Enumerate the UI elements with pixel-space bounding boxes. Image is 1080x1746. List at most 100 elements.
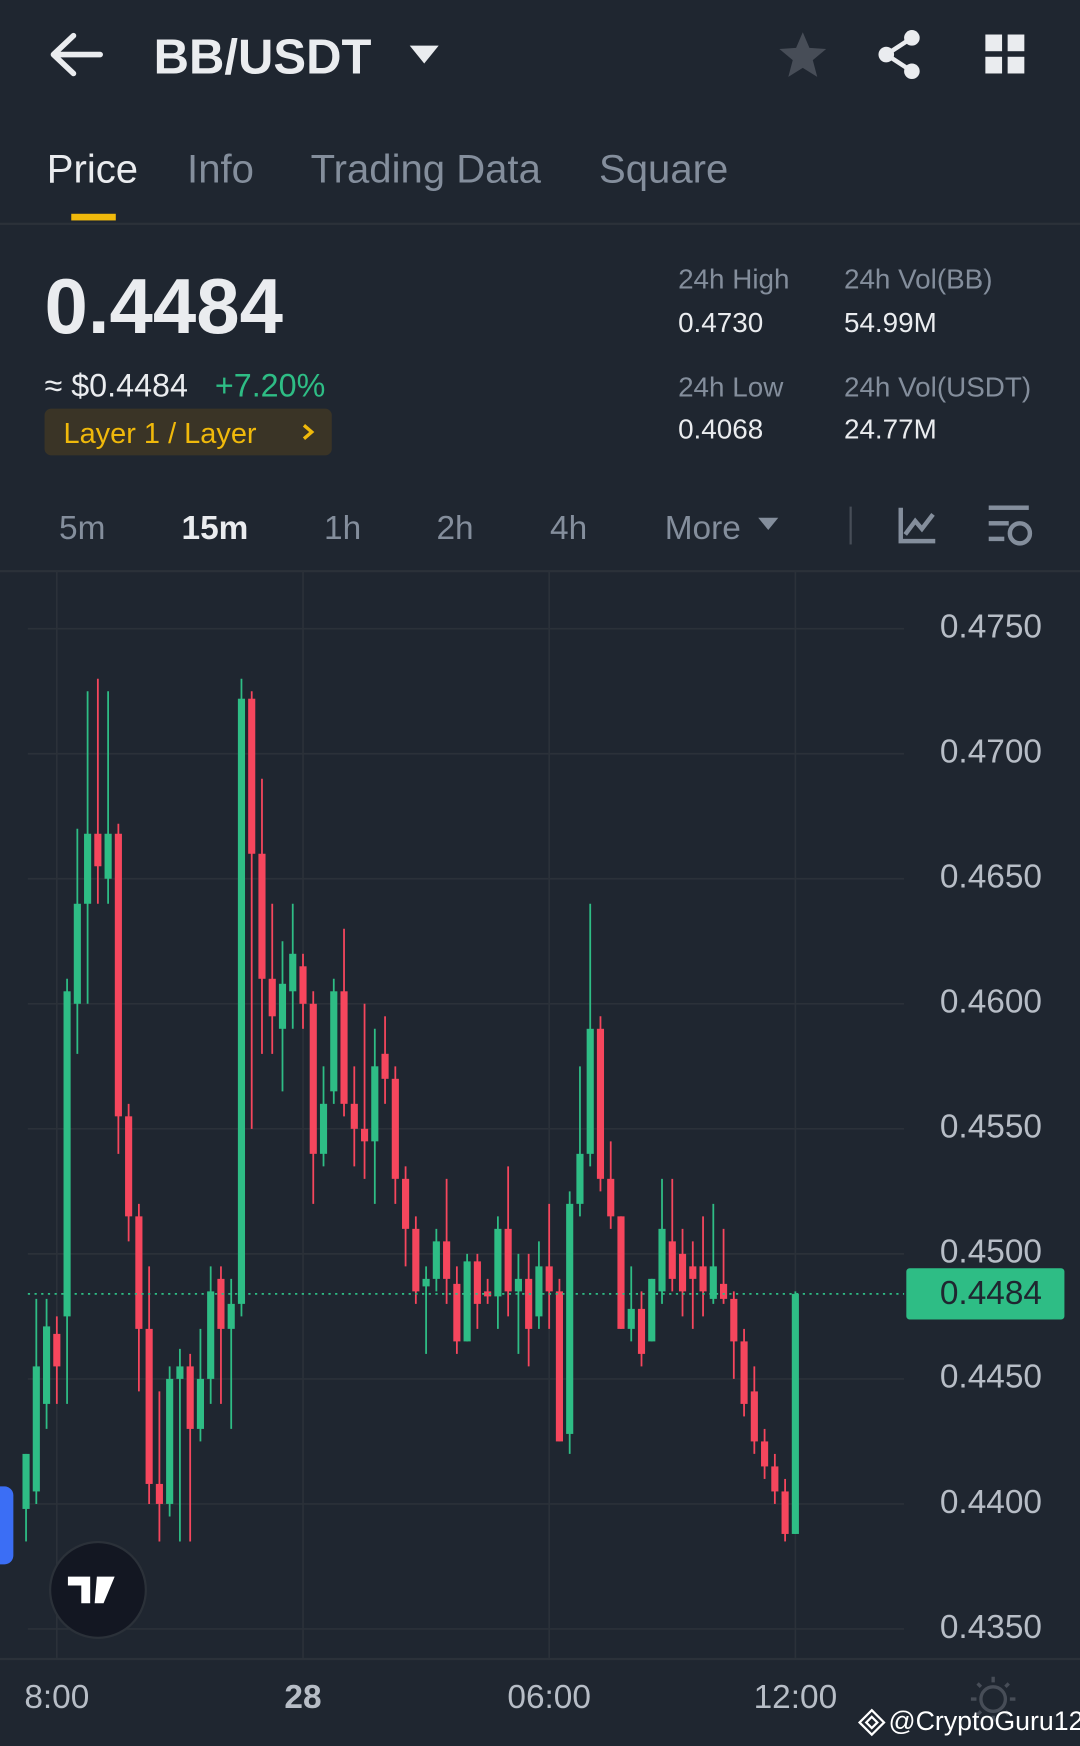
tab[interactable]: Square (599, 145, 729, 192)
candle-body (648, 1278, 656, 1342)
candle-body (22, 1453, 30, 1509)
price-change: +7.20% (214, 368, 326, 405)
side-handle[interactable] (0, 1486, 14, 1565)
candle-body (330, 991, 338, 1092)
stat-value: 0.4068 (678, 414, 764, 446)
price-usd: ≈ $0.4484 (44, 368, 188, 405)
candle-body (258, 853, 266, 979)
y-tick-label: 0.4750 (940, 609, 1042, 646)
candle-body (443, 1241, 451, 1279)
interval[interactable]: 15m (181, 509, 249, 547)
favorite-icon[interactable] (777, 29, 828, 80)
candle-body (371, 1066, 379, 1142)
chevron (302, 424, 315, 440)
candle-body (576, 1153, 584, 1204)
tab[interactable]: Info (187, 145, 254, 192)
candle-body (525, 1278, 533, 1329)
candle-body (360, 1128, 369, 1142)
share-icon[interactable] (875, 29, 924, 80)
candle-body (104, 833, 112, 879)
candle-body (186, 1366, 194, 1429)
tab[interactable]: Trading Data (310, 145, 541, 192)
x-tick-label: 8:00 (24, 1679, 89, 1716)
candle-body (32, 1366, 40, 1492)
y-tick-label: 0.4450 (940, 1359, 1042, 1396)
candle-body (617, 1216, 625, 1329)
candle-body (94, 833, 102, 867)
candle-body (791, 1293, 799, 1534)
pair-title[interactable]: BB/USDT (153, 30, 372, 85)
tradingview-logo[interactable] (48, 1540, 148, 1641)
candle-body (125, 1116, 133, 1217)
candle-body (719, 1283, 728, 1299)
dropdown-icon[interactable] (408, 42, 441, 66)
y-tick-label: 0.4650 (940, 859, 1042, 896)
stat-value: 0.4730 (678, 307, 764, 339)
candle-body (699, 1266, 707, 1292)
theme-icon[interactable] (969, 1675, 1018, 1724)
candle-body (309, 1003, 317, 1154)
candle-body (637, 1308, 646, 1354)
candle-body (432, 1241, 440, 1279)
watermark: @CryptoGuru12 (888, 1706, 1080, 1737)
candle-body (535, 1266, 543, 1317)
candle-body (494, 1228, 502, 1297)
y-tick-label: 0.4700 (940, 734, 1042, 771)
stat-label: 24h Low (678, 371, 784, 404)
last-price: 0.4484 (44, 262, 283, 350)
candle-body (781, 1491, 789, 1534)
candle-body (607, 1178, 615, 1217)
last-price-label: 0.4484 (940, 1275, 1042, 1312)
candle-body (73, 903, 81, 1004)
candle-body (596, 1028, 605, 1179)
candle-body (678, 1253, 687, 1292)
y-tick-label: 0.4600 (940, 984, 1042, 1021)
candle-body (166, 1378, 174, 1504)
y-tick-label: 0.4550 (940, 1109, 1042, 1146)
settings-icon[interactable] (986, 503, 1035, 550)
candle-body (709, 1266, 717, 1299)
candle-body (237, 698, 246, 1304)
candle-body (412, 1228, 420, 1292)
interval[interactable]: More (664, 509, 741, 547)
candle-body (53, 1333, 61, 1367)
candle-body (268, 978, 276, 1017)
candle-body (319, 1103, 328, 1154)
interval[interactable]: 4h (550, 509, 588, 547)
back-button[interactable] (45, 29, 107, 80)
tab[interactable]: Price (46, 145, 139, 192)
candle-body (771, 1466, 779, 1492)
divider (0, 222, 1080, 225)
indicator-icon[interactable] (897, 505, 937, 545)
tag-chip[interactable]: Layer 1 / Layer (44, 408, 332, 456)
candle-body (422, 1278, 430, 1287)
candle-body (730, 1298, 738, 1342)
candle-body (545, 1266, 553, 1292)
candle-body (668, 1241, 676, 1279)
candle-body (278, 983, 287, 1029)
candle-body (63, 991, 71, 1317)
candle-body (750, 1391, 758, 1442)
candle-body (555, 1291, 564, 1442)
x-tick-label: 12:00 (754, 1679, 838, 1716)
watermark-logo (857, 1708, 886, 1737)
interval[interactable]: 2h (436, 509, 474, 547)
candle-body (627, 1308, 635, 1329)
candle-body (135, 1216, 143, 1329)
stat-value: 54.99M (843, 307, 937, 339)
candle-body (463, 1261, 471, 1342)
stat-label: 24h Vol(BB) (843, 263, 993, 296)
candle-body (391, 1078, 399, 1179)
y-tick-label: 0.4400 (940, 1484, 1042, 1521)
candle-body (114, 833, 122, 1117)
stat-label: 24h High (678, 263, 790, 296)
candle-body (217, 1278, 225, 1329)
candlestick-chart: 0.4750 0.4700 0.4650 0.4600 0.4550 0.4500 0.44… (0, 571, 1080, 1716)
grid-icon[interactable] (984, 33, 1026, 75)
interval[interactable]: 1h (324, 509, 362, 547)
candle-body (402, 1178, 410, 1229)
candle-body (504, 1228, 512, 1292)
stat-label: 24h Vol(USDT) (843, 371, 1032, 404)
interval[interactable]: 5m (59, 509, 106, 547)
